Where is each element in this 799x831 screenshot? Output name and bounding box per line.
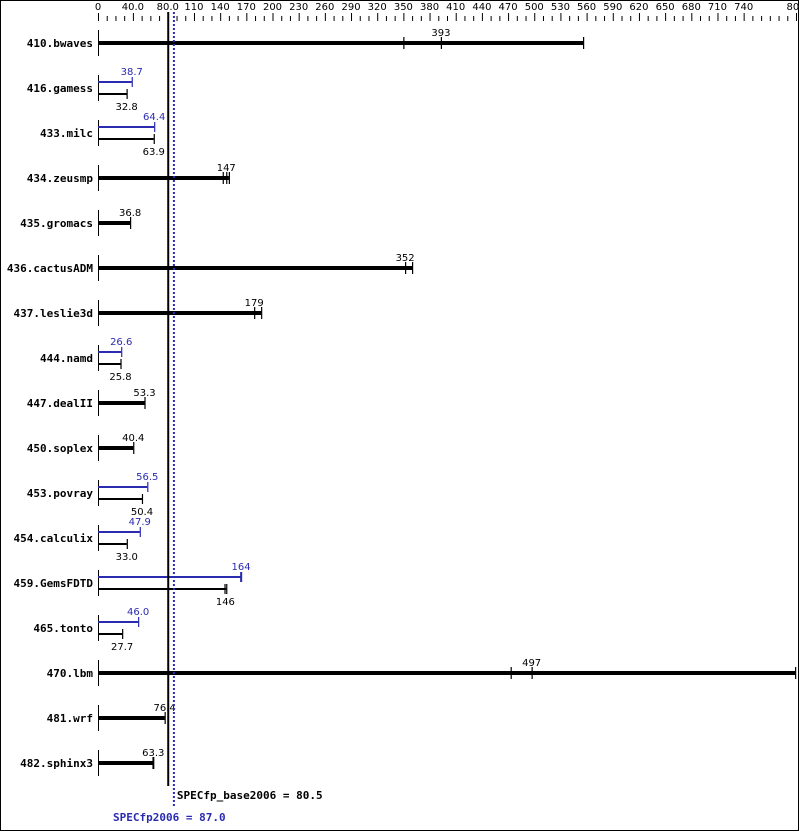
benchmark-label: 453.povray [27,487,94,500]
benchmark-label: 433.milc [40,127,93,140]
axis-tick-label: 500 [525,2,544,13]
peak-value-label: 64.4 [143,112,165,123]
base-value-label: 33.0 [116,552,138,563]
axis-tick-label: 290 [341,2,360,13]
axis-tick-label: 110 [184,2,203,13]
base-value-label: 40.4 [122,433,144,444]
axis-tick-label: 560 [577,2,596,13]
axis-tick-label: 470 [499,2,518,13]
axis-tick-label: 80.0 [157,2,179,13]
axis-tick-label: 410 [446,2,465,13]
axis-tick-label: 530 [551,2,570,13]
benchmark-label: 465.tonto [33,622,93,635]
benchmark-label: 437.leslie3d [14,307,93,320]
base-value-label: 497 [522,658,541,669]
benchmark-label: 454.calculix [14,532,94,545]
peak-value-label: 164 [232,562,251,573]
axis-tick-label: 40.0 [122,2,144,13]
benchmark-label: 470.lbm [47,667,94,680]
peak-value-label: 47.9 [129,517,151,528]
base-value-label: 27.7 [111,642,133,653]
axis-tick-label: 0 [95,2,101,13]
benchmark-label: 436.cactusADM [7,262,93,275]
base-value-label: 147 [217,163,236,174]
benchmark-label: 459.GemsFDTD [14,577,94,590]
base-value-label: 393 [431,28,450,39]
axis-tick-label: 260 [315,2,334,13]
axis-tick-label: 800 [786,2,799,13]
base-value-label: 352 [396,253,415,264]
axis-tick-label: 710 [708,2,727,13]
benchmark-label: 481.wrf [47,712,93,725]
axis-tick-label: 170 [237,2,256,13]
axis-tick-label: 440 [472,2,491,13]
peak-value-label: 56.5 [136,472,158,483]
base-value-label: 76.4 [154,703,176,714]
base-value-label: 146 [216,597,235,608]
benchmark-label: 416.gamess [27,82,93,95]
axis-tick-label: 320 [368,2,387,13]
peak-reference-label: SPECfp2006 = 87.0 [113,811,226,824]
peak-value-label: 26.6 [110,337,132,348]
base-value-label: 179 [245,298,264,309]
axis-tick-label: 740 [734,2,753,13]
peak-value-label: 46.0 [127,607,149,618]
base-value-label: 50.4 [131,507,153,518]
base-reference-label: SPECfp_base2006 = 80.5 [177,789,323,802]
base-value-label: 63.9 [143,147,165,158]
axis-tick-label: 620 [629,2,648,13]
base-value-label: 53.3 [133,388,155,399]
axis-tick-label: 230 [289,2,308,13]
benchmark-label: 435.gromacs [20,217,93,230]
benchmark-label: 410.bwaves [27,37,93,50]
base-value-label: 25.8 [109,372,131,383]
axis-tick-label: 200 [263,2,282,13]
axis-tick-label: 650 [656,2,675,13]
benchmark-label: 434.zeusmp [27,172,94,185]
base-value-label: 63.3 [142,748,164,759]
axis-tick-label: 680 [682,2,701,13]
base-value-label: 32.8 [115,102,137,113]
benchmark-label: 444.namd [40,352,93,365]
axis-tick-label: 140 [211,2,230,13]
benchmark-label: 482.sphinx3 [20,757,93,770]
base-value-label: 36.8 [119,208,141,219]
peak-value-label: 38.7 [121,67,143,78]
axis-tick-label: 590 [603,2,622,13]
axis-tick-label: 380 [420,2,439,13]
benchmark-label: 450.soplex [27,442,94,455]
axis-tick-label: 350 [394,2,413,13]
benchmark-label: 447.dealII [27,397,93,410]
